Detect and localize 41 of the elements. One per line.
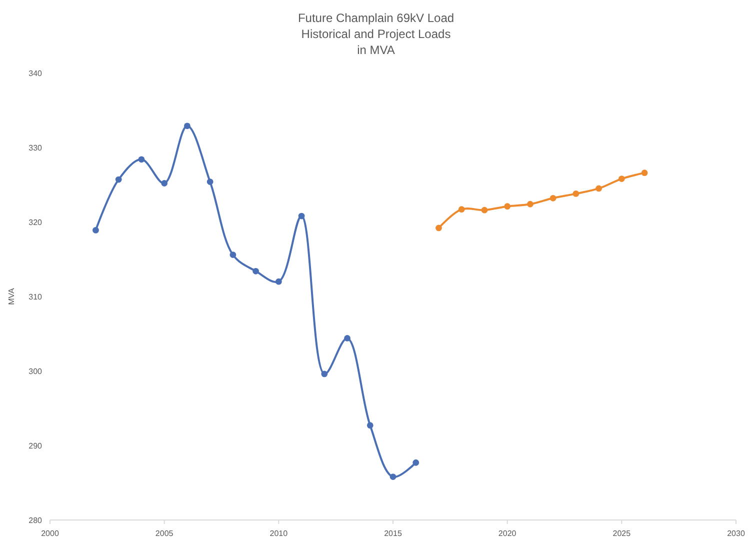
point <box>92 226 99 234</box>
point <box>366 422 374 429</box>
x-tick-label: 2000 <box>41 529 60 538</box>
chart-title: Future Champlain 69kV Load Historical and Project Loads in MVA <box>298 11 454 57</box>
point <box>641 170 648 176</box>
point <box>436 224 442 232</box>
point <box>412 459 420 466</box>
point <box>458 206 465 213</box>
x-tick-label: 2030 <box>727 529 746 538</box>
y-tick-label: 300 <box>28 367 43 376</box>
point <box>321 370 328 378</box>
point <box>184 122 190 130</box>
point <box>298 212 305 220</box>
y-tick-label: 320 <box>28 218 43 227</box>
point <box>138 156 145 163</box>
point <box>275 278 282 285</box>
x-tick-label: 2010 <box>270 529 288 538</box>
point <box>161 180 168 186</box>
y-tick-label: 280 <box>28 516 43 525</box>
point <box>344 335 350 342</box>
y-tick-label: 290 <box>28 442 43 450</box>
point <box>550 194 556 202</box>
point <box>596 185 602 192</box>
point <box>572 190 580 197</box>
x-tick-label: 2025 <box>612 529 632 538</box>
point <box>206 178 214 185</box>
point <box>481 206 488 214</box>
x-tick-label: 2015 <box>384 529 402 538</box>
point <box>252 268 259 274</box>
y-tick-label: 330 <box>28 144 43 152</box>
point <box>527 200 534 208</box>
y-tick-label: 340 <box>28 69 43 78</box>
point <box>230 252 236 258</box>
y-axis-title: MVA <box>7 287 16 305</box>
x-tick-label: 2005 <box>155 529 174 538</box>
point <box>115 176 122 183</box>
point <box>390 474 396 480</box>
x-tick-label: 2020 <box>498 529 517 538</box>
point <box>504 203 511 210</box>
point <box>618 176 625 182</box>
y-tick-label: 310 <box>28 292 43 302</box>
